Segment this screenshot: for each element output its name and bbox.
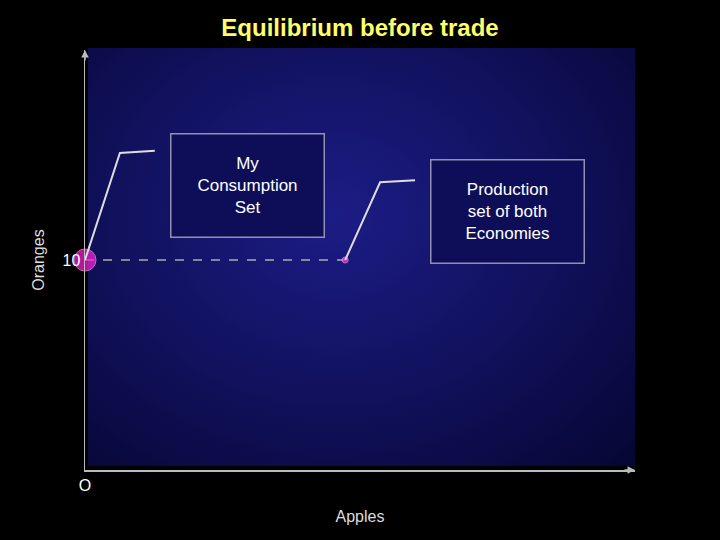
svg-text:O: O	[79, 477, 91, 494]
svg-text:MyConsumptionSet: MyConsumptionSet	[197, 154, 297, 217]
svg-text:Equilibrium before trade: Equilibrium before trade	[221, 14, 498, 41]
svg-text:Apples: Apples	[336, 508, 385, 525]
svg-text:10: 10	[63, 252, 81, 269]
svg-text:Oranges: Oranges	[30, 229, 47, 290]
svg-text:Productionset of bothEconomies: Productionset of bothEconomies	[465, 180, 549, 243]
